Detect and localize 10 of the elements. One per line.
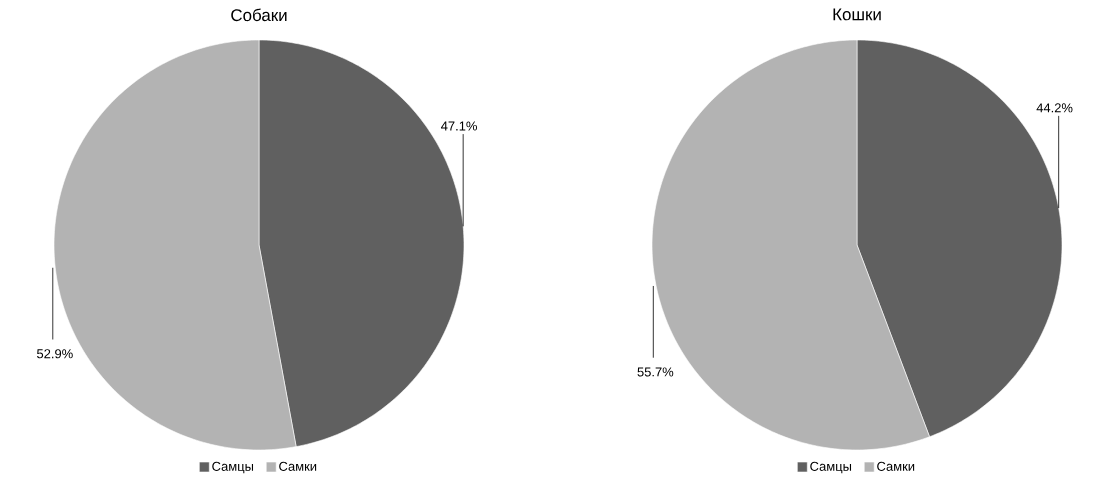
- data-label: 52.9%: [36, 349, 73, 359]
- data-label: 44.2%: [1036, 103, 1073, 113]
- data-label: 47.1%: [441, 121, 477, 131]
- legend-label: Самцы: [810, 461, 852, 474]
- chart-title: Кошки: [833, 8, 881, 21]
- legend-label: Самцы: [212, 461, 254, 474]
- legend-label: Самки: [877, 461, 915, 471]
- legend-label: Самки: [279, 461, 317, 471]
- chart-title: Собаки: [231, 8, 287, 22]
- data-label: 55.7%: [637, 367, 674, 377]
